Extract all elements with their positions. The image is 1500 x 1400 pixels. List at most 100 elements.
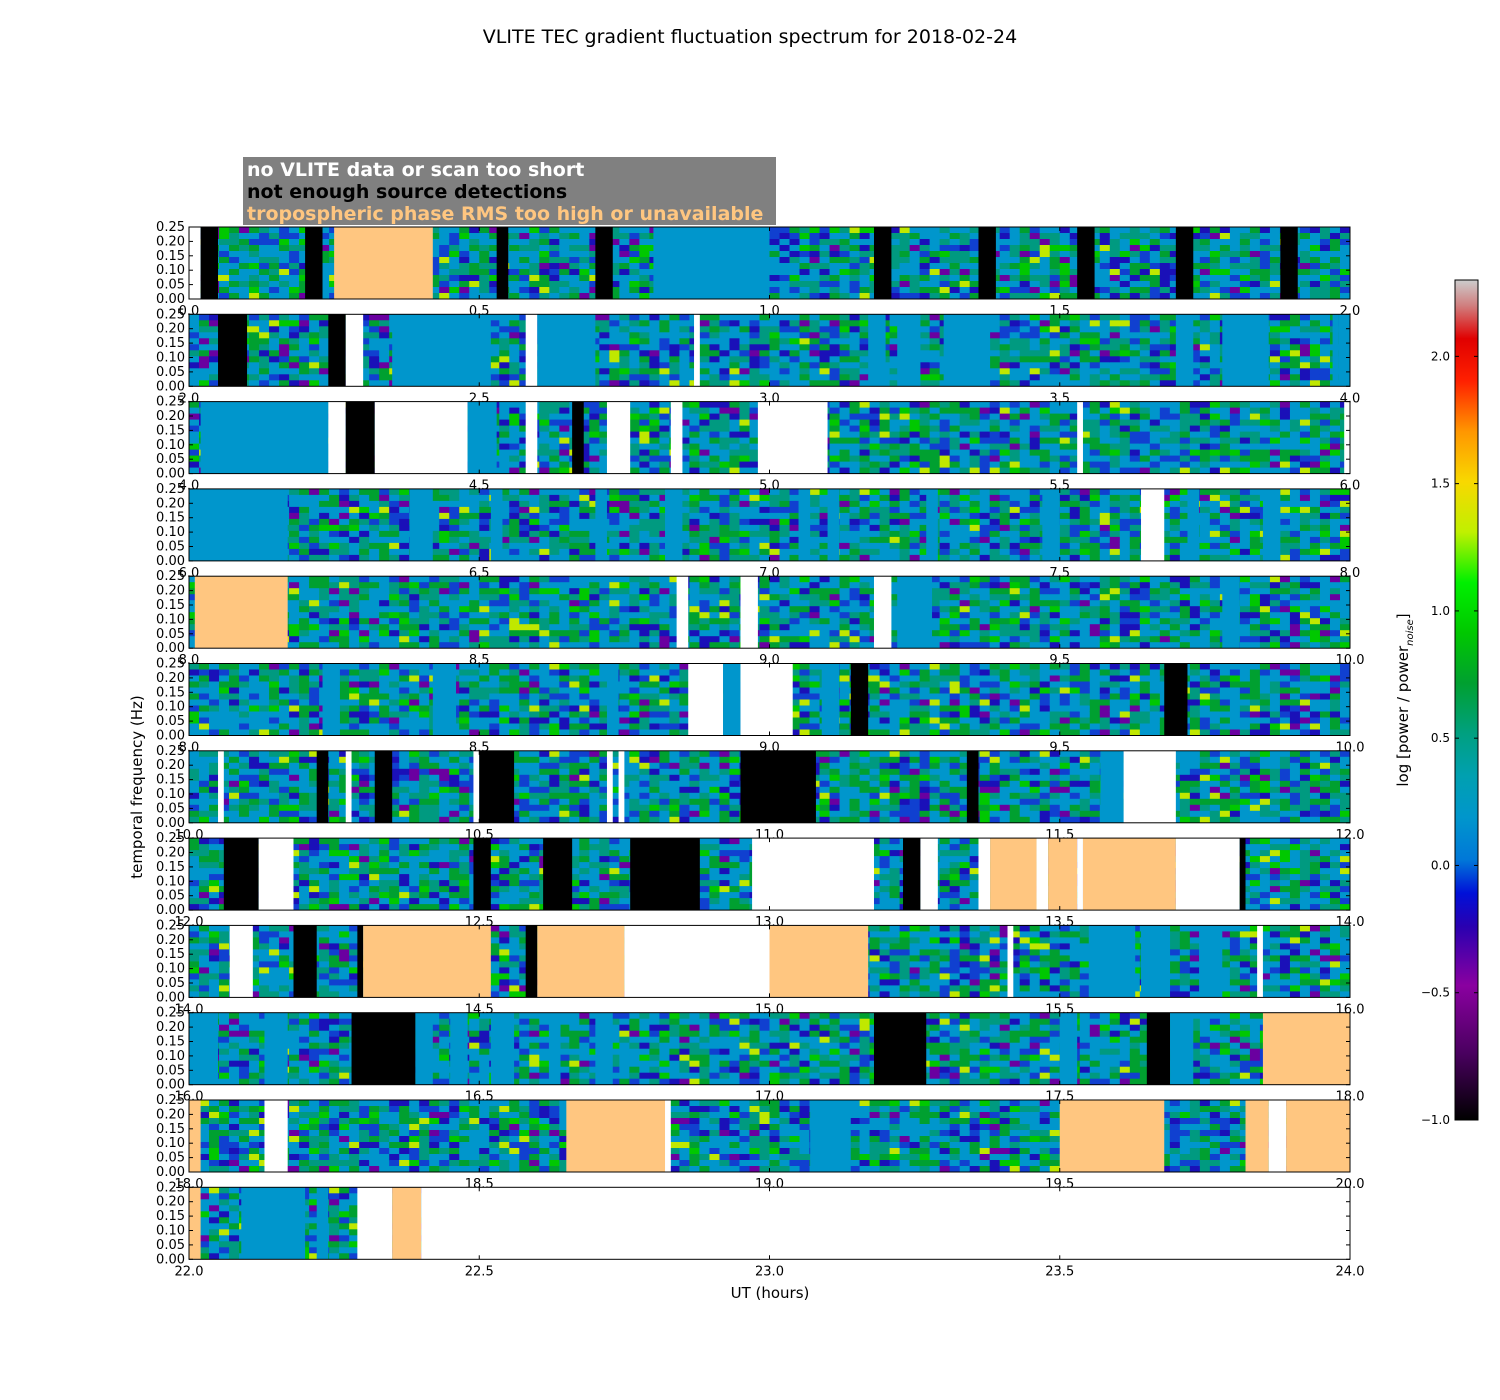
panel-2-ytick-label-4: 0.05 [156, 452, 185, 467]
panel-8-block-6 [624, 925, 770, 998]
panel-9-ytick-label-0: 0.25 [156, 1006, 185, 1021]
panel-0-ytick-label-0: 0.25 [156, 220, 185, 235]
panel-1-block-4 [525, 314, 538, 387]
panel-4-ytick-label-0: 0.25 [156, 569, 185, 584]
panel-5-ytick-label-2: 0.15 [156, 685, 185, 700]
panel-2-block-5 [525, 401, 538, 474]
panel-9-block-1 [264, 1012, 288, 1085]
panel-6-block-2 [345, 750, 352, 823]
panel-3-ytick-label-0: 0.25 [156, 482, 185, 497]
panel-2-block-2 [345, 401, 375, 474]
panel-1-content [189, 314, 1350, 387]
panel-9-ytick-label-5: 0.00 [156, 1078, 185, 1093]
panel-7-block-7 [920, 838, 938, 911]
panel-0-block-1 [200, 227, 219, 299]
panel-0-block-2 [305, 227, 323, 299]
panel-6-ytick-label-5: 0.00 [156, 816, 185, 831]
panel-4-ytick-label-4: 0.05 [156, 627, 185, 642]
colorbar-label: log [power / powernoise] [1394, 613, 1416, 786]
panel-6-content [189, 750, 1350, 823]
panel-0-block-9 [1077, 227, 1095, 299]
panel-9-block-7 [595, 1012, 613, 1085]
legend-item-no-data: no VLITE data or scan too short [247, 159, 584, 181]
panel-10-block-8 [1286, 1100, 1350, 1172]
colorbar-tick-label-3: 0.5 [1431, 731, 1450, 745]
panel-3-block-9 [1141, 488, 1165, 561]
legend-background [243, 157, 776, 225]
panel-6-block-6 [606, 750, 613, 823]
panel-9-ytick-label-4: 0.05 [156, 1063, 185, 1078]
panel-6-block-5 [479, 750, 515, 823]
panel-7-ytick-label-2: 0.15 [156, 860, 185, 875]
panel-7-ytick-label-3: 0.10 [156, 874, 185, 889]
panel-3: 0.250.200.150.100.050.006.0 6.5 7.0 7.5 8.0 [156, 482, 1360, 581]
panel-6-ytick-label-2: 0.15 [156, 773, 185, 788]
panel-10-block-6 [1245, 1100, 1269, 1172]
panel-10-block-7 [1268, 1100, 1287, 1172]
panel-3-block-4 [665, 488, 683, 561]
panel-0-block-3 [334, 227, 433, 299]
colorbar-tick-label-5: −0.5 [1421, 986, 1450, 1000]
panel-5: 0.250.200.150.100.050.008.0 8.5 9.0 9.5 10.0 [156, 657, 1364, 756]
panel-2-ytick-label-1: 0.20 [156, 409, 185, 424]
panel-7-block-9 [990, 838, 1037, 911]
panel-3-block-1 [409, 488, 433, 561]
panel-11-ytick-label-2: 0.15 [156, 1209, 185, 1224]
panel-11-block-3 [357, 1187, 393, 1260]
panel-6-ytick-label-0: 0.25 [156, 744, 185, 759]
panel-10-ytick-label-5: 0.00 [156, 1165, 185, 1180]
panel-4-ytick-label-3: 0.10 [156, 612, 185, 627]
panel-3-block-5 [798, 488, 811, 561]
panel-7-ytick-label-5: 0.00 [156, 903, 185, 918]
panel-2-block-1 [328, 401, 346, 474]
chart-title: VLITE TEC gradient fluctuation spectrum … [483, 26, 1017, 48]
panel-6-block-4 [473, 750, 480, 823]
panels: 0.250.200.150.100.050.000.0 0.5 1.0 1.5 2.00… [156, 220, 1364, 1279]
panel-7-block-0 [223, 838, 259, 911]
panel-9-block-5 [490, 1012, 515, 1085]
panel-5-block-6 [821, 663, 840, 736]
panel-8-block-1 [293, 925, 317, 998]
panel-2-ytick-label-5: 0.00 [156, 467, 185, 482]
panel-7-block-13 [1082, 838, 1176, 911]
panel-0: 0.250.200.150.100.050.000.0 0.5 1.0 1.5 2.0 [156, 220, 1360, 319]
panel-7-block-11 [1048, 838, 1078, 911]
panel-1-block-3 [392, 314, 491, 387]
panel-11-block-5 [421, 1187, 1350, 1260]
colorbar-gradient [1454, 279, 1479, 1121]
panel-5-ytick-label-4: 0.05 [156, 714, 185, 729]
panel-2-block-9 [757, 401, 828, 474]
panel-5-block-8 [1164, 663, 1188, 736]
panel-3-block-10 [1187, 488, 1200, 561]
panel-6-block-8 [740, 750, 816, 823]
panel-8-block-4 [525, 925, 538, 998]
panel-7-ytick-label-1: 0.20 [156, 846, 185, 861]
panel-5-block-4 [723, 663, 741, 736]
panel-11-xtick-label-2: 23.0 [755, 1264, 784, 1279]
panel-3-block-2 [490, 488, 503, 561]
panel-0-ytick-label-2: 0.15 [156, 249, 185, 264]
panel-9-block-8 [873, 1012, 927, 1085]
panel-1-ytick-label-5: 0.00 [156, 379, 185, 394]
panel-9-ytick-label-1: 0.20 [156, 1020, 185, 1035]
panel-2-ytick-label-0: 0.25 [156, 395, 185, 410]
panel-0-ytick-label-1: 0.20 [156, 234, 185, 249]
panel-0-ytick-label-5: 0.00 [156, 292, 185, 307]
panel-5-ytick-label-3: 0.10 [156, 700, 185, 715]
panel-6-block-1 [316, 750, 329, 823]
panel-3-ytick-label-3: 0.10 [156, 525, 185, 540]
panel-4-block-0 [194, 576, 288, 649]
panel-9-block-2 [351, 1012, 416, 1085]
panel-0-block-4 [496, 227, 509, 299]
panel-8-ytick-label-5: 0.00 [156, 990, 185, 1005]
panel-8-block-11 [1199, 925, 1223, 998]
panel-3-ytick-label-4: 0.05 [156, 540, 185, 555]
panel-4-block-2 [740, 576, 758, 649]
panel-11-block-4 [392, 1187, 422, 1260]
panel-3-texture [189, 488, 1350, 561]
panel-9-content [189, 1012, 1350, 1085]
panel-9-block-4 [450, 1012, 468, 1085]
